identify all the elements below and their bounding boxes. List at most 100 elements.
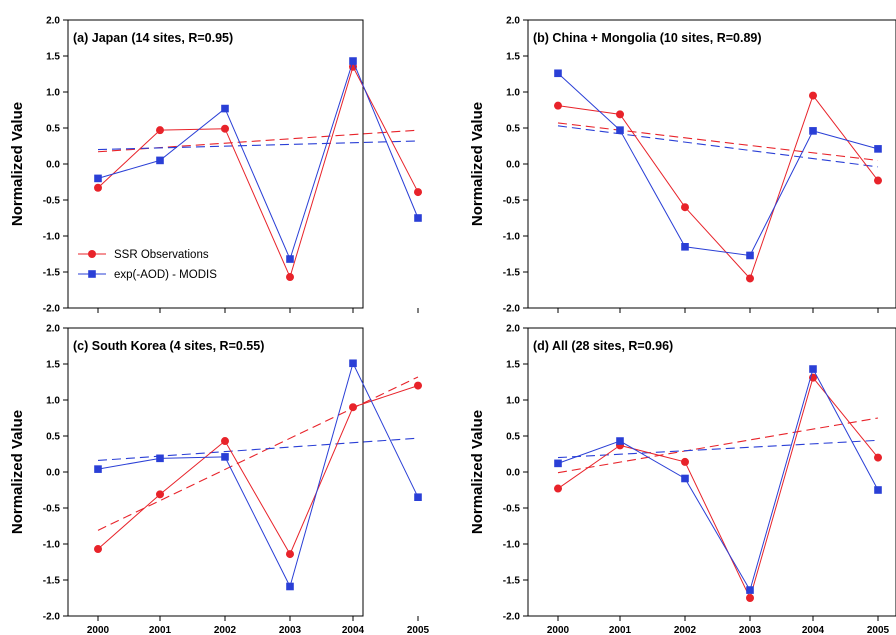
x-tick-label: 2003 — [279, 625, 302, 635]
data-point-ssr — [554, 101, 562, 110]
data-point-modis — [156, 156, 164, 165]
data-point-modis — [681, 474, 689, 483]
series-line — [557, 72, 879, 256]
data-point-ssr — [554, 484, 562, 493]
y-tick-label: 0.5 — [46, 124, 60, 135]
y-tick-label: 1.0 — [506, 396, 520, 407]
y-tick-label: 2.0 — [46, 16, 60, 27]
data-point-ssr — [746, 274, 754, 283]
data-point-modis — [681, 243, 689, 251]
y-axis-label: Normalized Value — [9, 102, 26, 226]
x-tick-label: 2001 — [609, 625, 632, 635]
panel-title: (a) Japan (14 sites, R=0.95) — [73, 31, 233, 45]
data-point-modis — [286, 582, 294, 591]
plot-frame — [527, 327, 896, 617]
y-tick-label: 1.0 — [46, 396, 60, 407]
data-point-modis — [156, 454, 164, 463]
data-point-ssr — [616, 110, 624, 119]
series-line — [557, 367, 879, 592]
trend-line — [557, 125, 879, 168]
x-tick-label: 2004 — [342, 625, 365, 635]
series-line — [97, 385, 419, 556]
y-tick-label: -0.5 — [43, 504, 61, 515]
y-tick-label: -1.0 — [503, 232, 521, 243]
y-tick-label: 2.0 — [46, 324, 60, 335]
data-point-ssr — [156, 490, 164, 499]
x-tick-label: 2000 — [87, 625, 110, 635]
data-point-ssr — [809, 91, 817, 100]
data-point-ssr — [681, 457, 689, 466]
data-point-ssr — [94, 545, 102, 554]
data-point-modis — [414, 214, 422, 222]
data-point-modis — [874, 486, 882, 494]
data-point-ssr — [874, 176, 882, 185]
data-point-ssr — [221, 124, 229, 133]
legend-label: SSR Observations — [114, 249, 209, 261]
data-point-ssr — [286, 550, 294, 559]
data-point-modis — [809, 365, 817, 373]
series-line — [97, 59, 419, 261]
data-point-modis — [809, 127, 817, 135]
y-tick-label: 1.0 — [506, 88, 520, 99]
panel-title: (c) South Korea (4 sites, R=0.55) — [73, 339, 264, 353]
y-tick-label: -1.5 — [43, 268, 61, 279]
y-tick-label: -0.5 — [43, 196, 61, 207]
series-line — [557, 376, 879, 600]
y-tick-label: 1.0 — [46, 88, 60, 99]
trend-line — [97, 376, 419, 531]
data-point-modis — [414, 493, 422, 501]
y-tick-label: 1.5 — [506, 360, 520, 371]
data-point-modis — [349, 359, 357, 368]
y-tick-label: -1.5 — [503, 576, 521, 587]
plot-frame — [67, 19, 364, 309]
panel-4: 2.0 1.5 1.0 0.5 0.0 -0.5 -1.0 -1.5 -2.0 2000 2001 2… — [469, 324, 896, 635]
panel-1: 2.0 1.5 1.0 0.5 0.0 -0.5 -1.0 -1.5 -2.0 Normalize… — [9, 16, 422, 315]
series-line — [557, 94, 879, 280]
data-point-modis — [349, 57, 357, 65]
data-point-ssr — [746, 594, 754, 602]
y-tick-label: -1.5 — [43, 576, 61, 587]
data-point-modis — [221, 453, 229, 461]
y-axis-label: Normalized Value — [9, 410, 26, 534]
y-tick-label: -1.0 — [43, 232, 61, 243]
data-point-modis — [554, 459, 562, 468]
x-tick-label: 2003 — [739, 625, 762, 635]
x-tick-label: 2000 — [547, 625, 570, 635]
x-tick-label: 2004 — [802, 625, 825, 635]
plot-frame — [527, 19, 896, 309]
data-point-ssr — [286, 273, 294, 282]
y-tick-label: -0.5 — [503, 504, 521, 515]
y-tick-label: -1.0 — [503, 540, 521, 551]
trend-line — [97, 129, 419, 153]
data-point-modis — [554, 69, 562, 78]
y-tick-label: -0.5 — [503, 196, 521, 207]
y-axis-label: Normalized Value — [469, 410, 486, 534]
y-tick-label: 0.5 — [506, 432, 520, 443]
y-tick-label: -2.0 — [503, 612, 521, 623]
y-tick-label: 0.0 — [46, 468, 60, 479]
trend-line — [557, 439, 879, 459]
data-point-modis — [94, 174, 102, 183]
y-tick-label: -1.0 — [43, 540, 61, 551]
y-tick-label: -1.5 — [503, 268, 521, 279]
y-tick-label: 0.0 — [46, 160, 60, 171]
legend: SSR Observations exp(-AOD) - MODIS — [78, 249, 217, 281]
panel-title: (d) All (28 sites, R=0.96) — [533, 339, 673, 353]
data-point-modis — [94, 465, 102, 473]
data-point-ssr — [874, 453, 882, 462]
trend-line — [557, 417, 879, 474]
trend-line — [557, 122, 879, 161]
data-point-modis — [221, 104, 229, 113]
data-point-ssr — [414, 381, 422, 390]
trend-line — [97, 140, 419, 151]
x-tick-label: 2002 — [674, 625, 697, 635]
y-axis-label: Normalized Value — [469, 102, 486, 226]
y-tick-label: 1.5 — [46, 52, 60, 63]
y-tick-label: 0.5 — [506, 124, 520, 135]
legend-marker-circle — [88, 250, 96, 258]
data-point-modis — [616, 437, 624, 445]
y-tick-label: 0.0 — [506, 160, 520, 171]
data-point-modis — [746, 586, 754, 594]
y-tick-label: 0.5 — [46, 432, 60, 443]
